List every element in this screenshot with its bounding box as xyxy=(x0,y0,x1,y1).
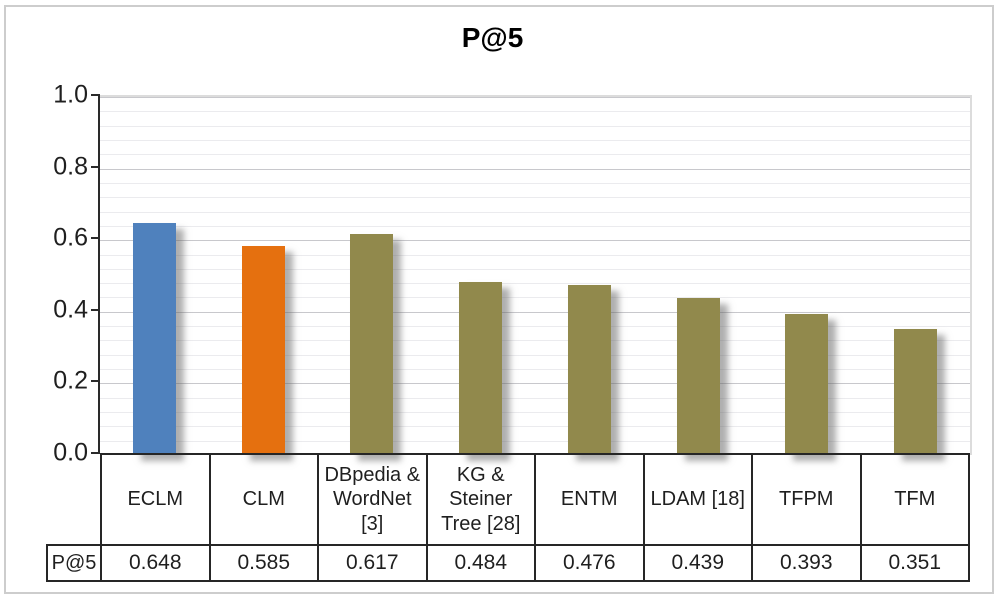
minor-gridline xyxy=(100,354,970,356)
minor-gridline xyxy=(100,283,970,285)
minor-gridline xyxy=(100,426,970,428)
major-gridline xyxy=(100,97,970,98)
y-axis-tick xyxy=(91,94,100,96)
y-axis-line xyxy=(98,95,100,453)
bar-eclm xyxy=(132,223,176,455)
minor-gridline xyxy=(100,254,970,256)
minor-gridline xyxy=(100,197,970,199)
plot-area xyxy=(100,95,972,455)
y-axis-tick-label: 0.0 xyxy=(53,438,88,467)
y-axis-tick xyxy=(91,237,100,240)
minor-gridline xyxy=(100,297,970,299)
bar-tfm xyxy=(894,329,938,455)
category-label-row: ECLM CLM DBpedia & WordNet [3] KG & Steiner… xyxy=(100,453,970,544)
category-cell: TFPM xyxy=(751,455,860,544)
bar-ldam-18 xyxy=(676,297,720,455)
data-table-value-row: P@5 0.648 0.585 0.617 0.484 0.476 0.439 0.393 0… xyxy=(46,544,970,582)
bar-entm xyxy=(567,284,611,455)
y-axis-tick-label: 1.0 xyxy=(53,80,88,109)
value-cell: 0.439 xyxy=(642,546,752,580)
minor-gridline xyxy=(100,340,970,342)
category-cell: TFM xyxy=(859,455,969,544)
bar-dbpedia-wordnet-3 xyxy=(350,234,394,455)
y-axis-tick-label: 0.8 xyxy=(53,152,88,181)
y-axis-tick xyxy=(91,308,100,311)
value-cell: 0.484 xyxy=(425,546,535,580)
minor-gridline xyxy=(100,412,970,414)
value-cell: 0.585 xyxy=(208,546,318,580)
y-axis-tick xyxy=(91,165,100,168)
category-cell: DBpedia & WordNet [3] xyxy=(317,455,426,544)
value-cell: 0.351 xyxy=(859,546,969,580)
category-cell: CLM xyxy=(208,455,318,544)
value-cell: 0.617 xyxy=(317,546,426,580)
minor-gridline xyxy=(100,326,970,328)
chart-title: P@5 xyxy=(461,22,524,53)
major-gridline xyxy=(100,383,970,385)
bar-clm xyxy=(241,245,285,455)
y-axis-tick-label: 0.4 xyxy=(53,295,88,324)
minor-gridline xyxy=(100,225,970,227)
category-cell: LDAM [18] xyxy=(642,455,752,544)
minor-gridline xyxy=(100,397,970,399)
data-table-row-header: P@5 xyxy=(51,551,97,574)
minor-gridline xyxy=(100,440,970,442)
major-gridline xyxy=(100,311,970,313)
value-cell: 0.393 xyxy=(751,546,860,580)
y-axis-tick-label: 0.6 xyxy=(53,223,88,252)
minor-gridline xyxy=(100,111,970,113)
minor-gridline xyxy=(100,139,970,141)
minor-gridline xyxy=(100,154,970,156)
y-axis-tick-label: 0.2 xyxy=(53,366,88,395)
minor-gridline xyxy=(100,182,970,184)
category-cell: ENTM xyxy=(534,455,643,544)
bar-tfpm xyxy=(785,314,829,455)
minor-gridline xyxy=(100,268,970,270)
y-axis-tick xyxy=(91,452,100,454)
minor-gridline xyxy=(100,125,970,127)
minor-gridline xyxy=(100,211,970,213)
bar-kg-steiner-tree-28 xyxy=(459,281,503,455)
category-cell: ECLM xyxy=(127,488,184,511)
major-gridline xyxy=(100,168,970,170)
y-axis-tick xyxy=(91,380,100,383)
minor-gridline xyxy=(100,369,970,371)
category-cell: KG & Steiner Tree [28] xyxy=(425,455,535,544)
value-cell: 0.476 xyxy=(534,546,643,580)
value-cell: 0.648 xyxy=(100,546,209,580)
major-gridline xyxy=(100,240,970,242)
